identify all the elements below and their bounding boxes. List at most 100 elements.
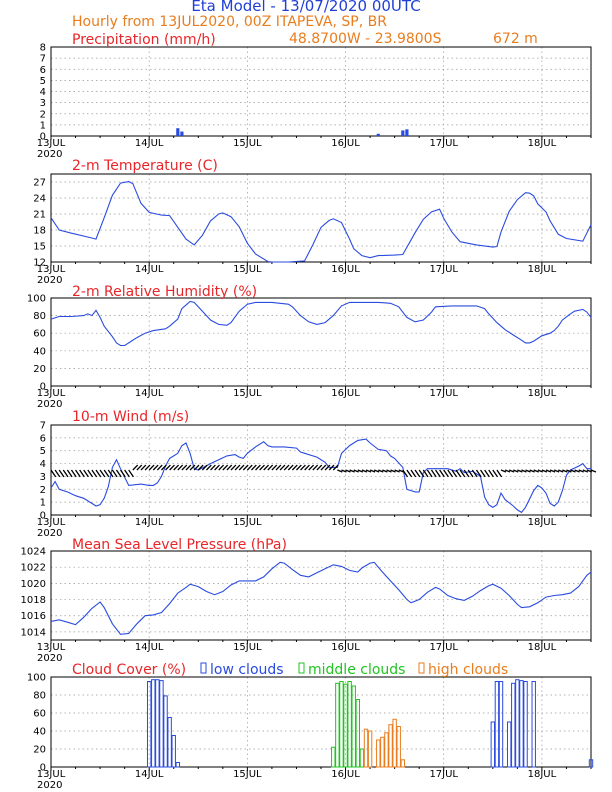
high-cloud-bar — [367, 730, 373, 768]
x-tick-label: 17JUL — [429, 388, 458, 399]
wind-arrow — [189, 464, 196, 471]
wind-arrow — [378, 469, 384, 473]
wind-arrow — [349, 469, 355, 473]
x-tick-label: 18JUL — [528, 642, 557, 653]
low-cloud-bar — [498, 681, 504, 768]
high-cloud-bar — [380, 736, 385, 768]
x-tick-label: 13JUL — [37, 138, 66, 149]
y-tick-label: 100 — [27, 673, 46, 684]
panel-temp: 12 15 18 21 24 27 13JUL 14JUL 15JUL 16JUL 17JUL 18J… — [33, 158, 592, 286]
wind-arrow — [267, 464, 274, 471]
wind-arrow — [246, 464, 253, 471]
wind-arrow — [439, 469, 445, 478]
wind-arrow — [570, 469, 576, 473]
low-cloud-bar — [523, 681, 528, 768]
y-tick-label: 0 — [40, 511, 46, 522]
wind-arrow — [70, 469, 77, 478]
y-tick-label: 0 — [40, 132, 46, 143]
header-coords: 48.8700W - 23.9800S — [289, 31, 442, 47]
wind-arrow — [451, 469, 458, 478]
low-cloud-bar — [531, 681, 536, 768]
wind-arrow — [283, 464, 290, 471]
x-tick-label: 14JUL — [135, 517, 164, 528]
precip-bar — [405, 129, 409, 136]
series-line — [50, 300, 592, 347]
wind-arrow — [107, 469, 114, 478]
series-line — [50, 180, 592, 263]
y-tick-label: 1 — [40, 498, 46, 509]
x-tick-label: 18JUL — [528, 388, 557, 399]
x-tick-label: 17JUL — [429, 138, 458, 149]
wind-arrow — [447, 469, 454, 478]
x-tick-label: 15JUL — [233, 388, 262, 399]
precip-bar — [401, 130, 405, 136]
low-cloud-bar — [155, 679, 160, 768]
x-tick-label: 17JUL — [429, 264, 458, 275]
high-cloud-bar — [388, 724, 393, 768]
wind-arrow — [357, 469, 364, 473]
wind-arrow — [455, 469, 462, 478]
wind-arrow — [148, 464, 155, 471]
wind-arrow — [426, 469, 433, 478]
panel-title: Mean Sea Level Pressure (hPa) — [72, 537, 287, 553]
x-tick-label: 15JUL — [233, 769, 262, 780]
wind-arrow — [406, 469, 413, 478]
precip-bar — [376, 133, 380, 136]
y-tick-label: 100 — [27, 294, 46, 305]
wind-arrow — [201, 464, 208, 471]
y-tick-label: 1022 — [21, 563, 46, 574]
wind-arrow — [562, 469, 568, 473]
x-tick-label: 18JUL — [528, 517, 557, 528]
wind-arrow — [574, 469, 580, 473]
x-tick-label: 13JUL — [37, 642, 66, 653]
y-tick-label: 5 — [40, 446, 46, 457]
panel-title: 2-m Relative Humidity (%) — [72, 284, 257, 300]
y-tick-label: 7 — [40, 421, 46, 432]
wind-arrow — [300, 464, 306, 471]
y-tick-label: 60 — [33, 709, 46, 720]
y-tick-label: 80 — [33, 311, 46, 322]
x-tick-label: 13JUL — [37, 517, 66, 528]
wind-arrow — [205, 464, 212, 471]
wind-arrow — [271, 464, 278, 471]
y-tick-label: 4 — [40, 459, 46, 470]
x-year-label: 2020 — [37, 653, 62, 664]
low-cloud-bar — [163, 695, 168, 768]
wind-arrow — [99, 469, 106, 478]
wind-arrow — [492, 469, 499, 478]
wind-arrow — [83, 469, 89, 478]
x-year-label: 2020 — [37, 275, 62, 286]
y-tick-label: 1020 — [21, 579, 46, 590]
high-cloud-bar — [396, 726, 401, 768]
wind-arrow — [541, 469, 548, 473]
wind-arrow — [361, 469, 368, 473]
wind-arrow — [287, 464, 294, 471]
legend-swatch-low — [200, 662, 207, 674]
wind-arrow — [54, 469, 61, 478]
low-cloud-bar — [506, 721, 512, 768]
wind-arrow — [95, 469, 102, 478]
wind-arrow — [291, 464, 298, 471]
wind-arrow — [533, 469, 539, 473]
wind-arrow — [394, 469, 400, 473]
y-tick-label: 8 — [40, 43, 46, 54]
x-tick-label: 18JUL — [528, 264, 557, 275]
wind-arrow — [398, 469, 404, 473]
low-cloud-bar — [588, 759, 594, 768]
x-tick-label: 14JUL — [135, 138, 164, 149]
x-tick-label: 14JUL — [135, 264, 164, 275]
wind-arrow — [320, 464, 327, 471]
plot-frame — [50, 297, 592, 387]
y-tick-label: 21 — [33, 210, 46, 221]
wind-arrow — [578, 469, 584, 473]
wind-arrow — [414, 469, 421, 478]
plot-frame — [50, 173, 592, 263]
wind-arrow — [255, 464, 261, 471]
wind-arrow — [132, 464, 139, 471]
wind-arrow — [508, 469, 515, 473]
wind-arrow — [238, 464, 245, 471]
wind-arrow — [480, 469, 486, 478]
x-tick-label: 18JUL — [528, 138, 557, 149]
x-tick-label: 15JUL — [233, 264, 262, 275]
